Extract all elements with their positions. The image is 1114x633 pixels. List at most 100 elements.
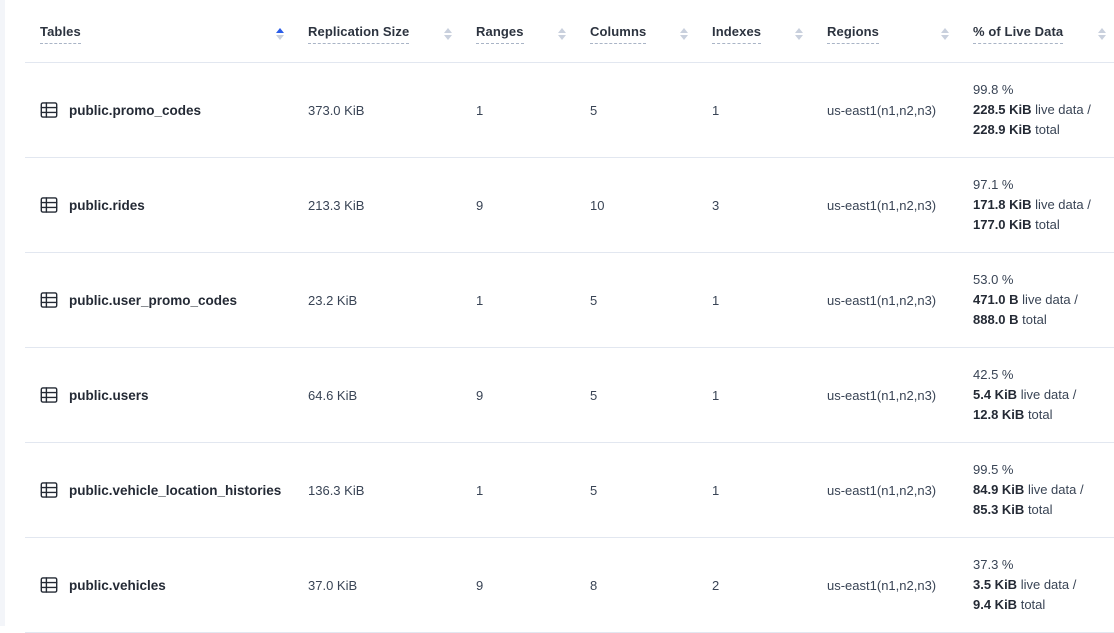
database-tables-table: Tables Replication Size Ranges [25,0,1114,633]
live-data-percent: 97.1 % [973,177,1014,192]
live-data-cell: 97.1 % 171.8 KiB live data / 177.0 KiB t… [973,157,1114,253]
table-icon [40,197,58,213]
ranges-cell: 9 [476,347,590,443]
table-icon [40,482,58,498]
table-row: public.users 64.6 KiB 9 5 1 us-east1(n1,… [25,347,1114,443]
replication-size-cell: 23.2 KiB [308,252,476,348]
columns-cell: 5 [590,442,712,538]
live-data-percent: 37.3 % [973,557,1014,572]
live-data-amount: 171.8 KiB live data / [973,197,1091,212]
table-row: public.vehicle_location_histories 136.3 … [25,442,1114,538]
column-header-indexes[interactable]: Indexes [712,0,827,63]
indexes-value: 1 [712,102,720,118]
table-row: public.user_promo_codes 23.2 KiB 1 5 1 u… [25,252,1114,348]
live-data-percent: 99.5 % [973,462,1014,477]
columns-cell: 10 [590,157,712,253]
table-row: public.rides 213.3 KiB 9 10 3 us-east1(n… [25,157,1114,253]
replication-size-value: 64.6 KiB [308,387,358,403]
ranges-value: 9 [476,387,484,403]
ranges-cell: 1 [476,62,590,158]
sort-arrows-icon [795,28,803,40]
table-name-link[interactable]: public.vehicles [69,577,166,593]
ranges-value: 9 [476,577,484,593]
table-name-link[interactable]: public.user_promo_codes [69,292,238,308]
regions-value: us-east1(n1,n2,n3) [827,482,937,498]
indexes-value: 1 [712,482,720,498]
column-header-columns[interactable]: Columns [590,0,712,63]
column-header-label: % of Live Data [973,24,1064,44]
regions-cell: us-east1(n1,n2,n3) [827,252,973,348]
columns-value: 5 [590,102,598,118]
replication-size-cell: 373.0 KiB [308,62,476,158]
column-header-label: Columns [590,24,647,44]
column-header-replication-size[interactable]: Replication Size [308,0,476,63]
regions-cell: us-east1(n1,n2,n3) [827,442,973,538]
table-icon [40,387,58,403]
ranges-value: 1 [476,102,484,118]
live-data-percent: 99.8 % [973,82,1014,97]
table-icon [40,102,58,118]
table-name-link[interactable]: public.promo_codes [69,102,202,118]
columns-value: 8 [590,577,598,593]
sort-arrows-icon [558,28,566,40]
replication-size-value: 136.3 KiB [308,482,365,498]
indexes-value: 1 [712,387,720,403]
table-name-link[interactable]: public.vehicle_location_histories [69,482,282,498]
column-header-ranges[interactable]: Ranges [476,0,590,63]
columns-value: 5 [590,292,598,308]
live-data-amount: 5.4 KiB live data / [973,387,1077,402]
indexes-value: 3 [712,197,720,213]
column-header-label: Replication Size [308,24,410,44]
regions-cell: us-east1(n1,n2,n3) [827,537,973,633]
ranges-value: 1 [476,482,484,498]
ranges-value: 9 [476,197,484,213]
column-header-tables[interactable]: Tables [25,0,308,63]
sort-arrows-icon [276,28,284,40]
table-row: public.vehicles 37.0 KiB 9 8 2 us-east1(… [25,537,1114,633]
indexes-cell: 1 [712,252,827,348]
column-header-label: Regions [827,24,879,44]
replication-size-value: 213.3 KiB [308,197,365,213]
regions-cell: us-east1(n1,n2,n3) [827,62,973,158]
indexes-cell: 3 [712,157,827,253]
sort-arrows-icon [1098,28,1106,40]
replication-size-value: 37.0 KiB [308,577,358,593]
column-header-label: Indexes [712,24,762,44]
live-data-amount: 84.9 KiB live data / [973,482,1084,497]
ranges-value: 1 [476,292,484,308]
table-name-cell: public.user_promo_codes [25,252,308,348]
regions-value: us-east1(n1,n2,n3) [827,197,937,213]
indexes-cell: 1 [712,62,827,158]
columns-cell: 8 [590,537,712,633]
regions-value: us-east1(n1,n2,n3) [827,102,937,118]
live-data-amount: 471.0 B live data / [973,292,1078,307]
indexes-value: 2 [712,577,720,593]
replication-size-value: 23.2 KiB [308,292,358,308]
total-data-amount: 85.3 KiB total [973,502,1053,517]
replication-size-cell: 213.3 KiB [308,157,476,253]
live-data-percent: 42.5 % [973,367,1014,382]
live-data-cell: 99.8 % 228.5 KiB live data / 228.9 KiB t… [973,62,1114,158]
tables-list: Tables Replication Size Ranges [25,0,1114,633]
total-data-amount: 9.4 KiB total [973,597,1046,612]
table-name-cell: public.rides [25,157,308,253]
table-icon [40,292,58,308]
ranges-cell: 1 [476,442,590,538]
regions-cell: us-east1(n1,n2,n3) [827,157,973,253]
live-data-cell: 37.3 % 3.5 KiB live data / 9.4 KiB total [973,537,1114,633]
columns-value: 5 [590,482,598,498]
table-name-link[interactable]: public.users [69,387,149,403]
table-header-row: Tables Replication Size Ranges [25,0,1114,63]
live-data-percent: 53.0 % [973,272,1014,287]
replication-size-cell: 64.6 KiB [308,347,476,443]
live-data-cell: 53.0 % 471.0 B live data / 888.0 B total [973,252,1114,348]
table-name-link[interactable]: public.rides [69,197,145,213]
table-name-cell: public.users [25,347,308,443]
table-icon [40,577,58,593]
ranges-cell: 9 [476,537,590,633]
column-header-live-data[interactable]: % of Live Data [973,0,1114,63]
regions-value: us-east1(n1,n2,n3) [827,577,937,593]
column-header-regions[interactable]: Regions [827,0,973,63]
page-background-strip [0,0,5,626]
indexes-cell: 2 [712,537,827,633]
